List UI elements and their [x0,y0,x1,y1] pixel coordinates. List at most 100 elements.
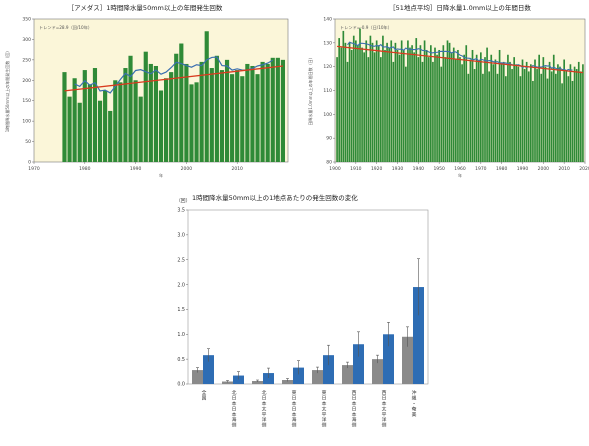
bar [538,54,540,162]
bar [425,49,428,162]
bar [373,52,376,162]
bar [67,96,72,162]
bar [219,70,225,162]
y-tick-label: 250 [22,57,31,63]
x-tick-label: 1990 [517,166,529,172]
bar [455,59,457,163]
bar [442,45,445,162]
trend-annotation: トレンド=28.9（回/10年） [39,24,92,31]
bar [492,64,495,162]
bar [436,54,438,162]
x-tick-label: 2000 [181,166,193,172]
category-label: 東日本太平洋側 [321,389,326,428]
y-tick-label: 130 [323,40,332,46]
bar [390,40,393,163]
bar [559,66,561,162]
trend-line [337,45,583,74]
bar [496,73,499,162]
chart-51-stations: ［51地点平均］日降水量1.0mm以上の年間日数トレンド=-0.9（日/10年）… [307,3,589,178]
y-tick-label: 3.0 [177,233,185,239]
bar [457,49,459,162]
bar [392,61,395,162]
bar [540,73,543,162]
bar [72,78,77,162]
bar [153,65,159,162]
x-tick-label: 2010 [558,166,570,172]
bar [346,61,349,162]
bar [494,59,497,163]
y-tick-label: 90 [326,136,332,142]
y-tick-label: 150 [22,98,31,104]
y-tick-label: 80 [326,160,332,166]
bar [488,71,490,162]
bar [255,74,260,162]
bar [500,64,503,162]
bar [352,35,355,162]
y-tick-label: 0.0 [177,382,185,388]
bar [486,47,488,162]
bar [561,83,563,162]
bar [163,78,169,162]
bar [192,370,203,384]
bar [377,45,380,162]
bar [398,54,401,162]
bar [342,30,345,162]
bar [383,334,394,384]
bar [380,57,382,163]
y-tick-label: 350 [22,17,31,23]
bar [214,55,219,163]
x-tick-label: 1980 [496,166,508,172]
bar [536,69,538,162]
bar [438,49,440,162]
bar [396,49,399,162]
bar [415,38,418,162]
bar [293,367,304,384]
y-tick-label: 100 [22,119,31,125]
bar [482,73,484,162]
bar [544,66,547,162]
bar [230,74,235,162]
bar [450,52,453,162]
bar [312,370,323,384]
chart-title: ［51地点平均］日降水量1.0mm以上の年間日数 [389,3,531,12]
bar [419,45,422,162]
y-tick-label: 2.0 [177,282,185,288]
bar [407,40,409,163]
y-tick-label: 110 [323,88,332,94]
bar [440,66,443,162]
category-label: 北日本太平洋側 [261,389,266,428]
y-tick-label: 140 [323,17,332,23]
bar [359,28,361,163]
bar [365,40,368,163]
bar [509,61,511,162]
bar [275,57,280,162]
bar [534,59,536,163]
bar [369,35,372,162]
bar [350,49,353,162]
bar [336,57,338,163]
x-tick-label: 2000 [538,166,550,172]
y-tick-label: 0.5 [177,357,185,363]
bar [498,49,501,162]
bar [386,42,388,163]
bar [400,40,403,163]
bar [565,71,568,162]
x-tick-label: 2020 [579,166,589,172]
bar [490,54,493,162]
bar [573,66,576,162]
bar [502,61,505,162]
bar [463,54,465,162]
bar [353,344,364,384]
bar [174,53,179,162]
y-tick-label: 100 [323,112,332,118]
y-tick-label: 120 [323,64,332,70]
bar [133,80,138,162]
bar [413,52,415,162]
bar [203,355,214,384]
bar [467,73,470,162]
x-tick-label: 1900 [329,166,341,172]
y-tick-label: 3.5 [177,208,185,214]
bar [87,84,92,162]
bar [546,78,549,162]
